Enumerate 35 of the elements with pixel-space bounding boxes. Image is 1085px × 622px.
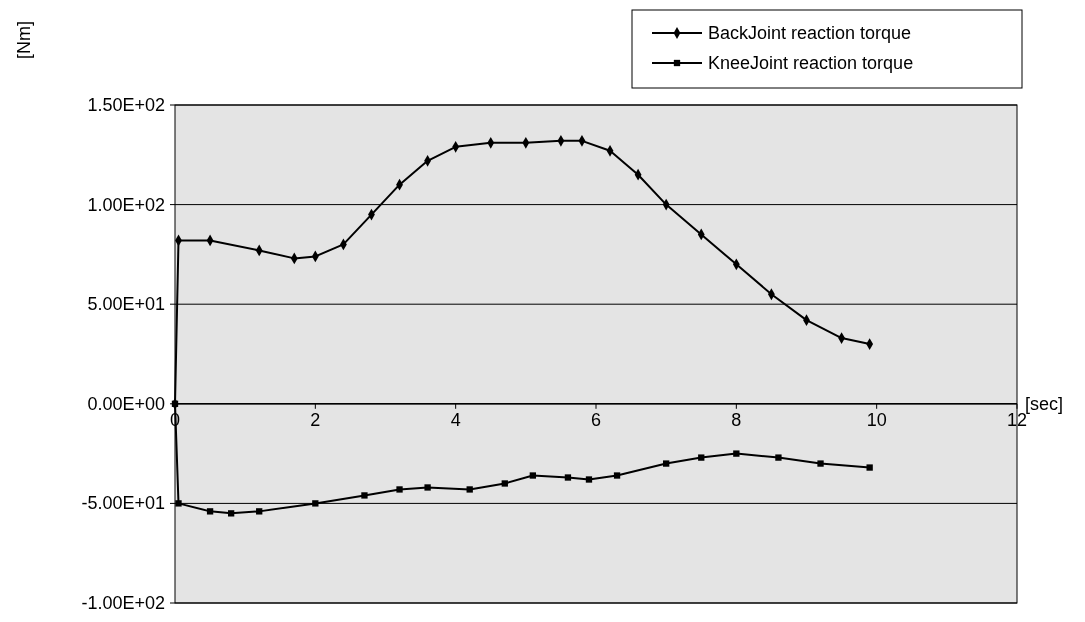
point [733,450,740,457]
point [585,476,593,483]
x-tick-label: 2 [310,409,321,430]
y-tick-label: -5.00E+01 [81,493,165,514]
point [613,472,621,479]
x-tick-label: 6 [590,409,602,430]
x-tick-label: 4 [450,409,461,430]
y-tick-label: 1.50E+02 [87,95,165,115]
x-axis-title: [sec] [1025,393,1064,414]
point [396,486,403,493]
legend-label: KneeJoint reaction torque [708,53,914,73]
point [775,454,782,461]
y-tick-label: 1.00E+02 [87,194,165,215]
point [663,460,670,467]
point [361,492,368,499]
y-tick-label: -1.00E+02 [81,593,165,613]
y-tick-label: 5.00E+01 [87,294,165,315]
y-tick-label: 0.00E+00 [87,393,165,414]
point [227,510,235,517]
x-tick-label: 8 [731,409,742,430]
point [866,464,873,471]
point [424,484,431,491]
point [564,474,572,481]
x-tick-label: 10 [866,409,887,430]
point [466,486,473,493]
legend-label: BackJoint reaction torque [708,23,912,43]
point [501,480,508,487]
point [206,508,214,515]
point [817,460,824,467]
point [175,500,182,507]
point [698,454,705,461]
point [256,508,263,515]
point [312,500,319,507]
point [529,472,537,479]
y-axis-title: [Nm] [14,21,34,59]
